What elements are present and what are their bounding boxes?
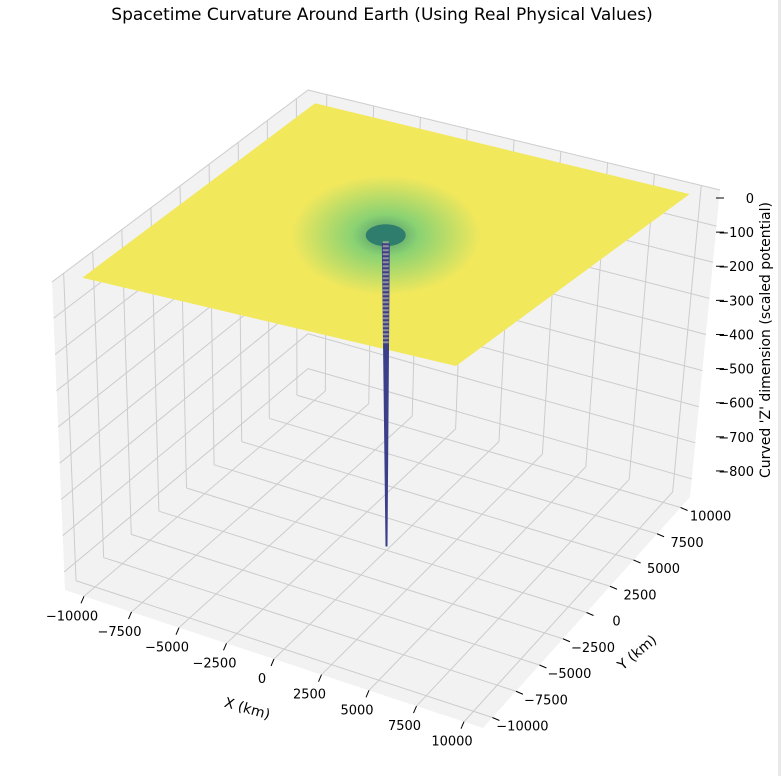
y-tick xyxy=(633,559,641,564)
x-tick xyxy=(80,596,85,604)
z-axis-label: Curved 'Z' dimension (scaled potential) xyxy=(758,202,774,478)
well-rim xyxy=(365,224,406,247)
grid-line xyxy=(307,333,696,444)
x-tick-label: 5000 xyxy=(340,703,373,718)
z-tick-label: −300 xyxy=(718,294,754,309)
y-tick xyxy=(656,533,665,538)
x-tick xyxy=(413,705,417,714)
x-tick xyxy=(128,611,132,620)
y-tick-label: 7500 xyxy=(671,536,704,551)
z-tick-label: −800 xyxy=(718,465,754,480)
x-tick-label: −2500 xyxy=(193,656,237,671)
x-tick xyxy=(460,721,465,729)
x-tick-label: 10000 xyxy=(431,735,472,750)
x-tick-label: −7500 xyxy=(98,625,142,640)
y-tick xyxy=(609,585,618,590)
grid-line xyxy=(62,333,309,537)
grid-line xyxy=(92,251,105,558)
grid-line xyxy=(628,174,655,480)
x-tick-label: 0 xyxy=(258,672,266,687)
x-tick xyxy=(365,690,370,698)
y-tick xyxy=(539,664,547,669)
x-tick-label: −10000 xyxy=(46,609,98,624)
grid-line xyxy=(158,510,564,640)
grid-line xyxy=(75,580,493,718)
grid-line xyxy=(51,89,309,283)
z-tick-label: −100 xyxy=(718,226,754,241)
y-tick xyxy=(492,717,500,721)
z-tick-label: −600 xyxy=(718,397,754,412)
grid-line xyxy=(186,487,587,613)
floor-pane xyxy=(65,386,690,728)
grid-line xyxy=(63,368,309,573)
grid-line xyxy=(60,298,309,500)
x-tick xyxy=(223,643,227,651)
y-tick xyxy=(515,690,524,695)
scrollbar[interactable] xyxy=(778,0,781,776)
grid-line xyxy=(213,464,611,587)
x-tick-label: 7500 xyxy=(388,719,421,734)
grid-line xyxy=(103,557,517,692)
z-tick-label: −400 xyxy=(718,328,754,343)
z-tick-label: −500 xyxy=(718,363,754,378)
y-tick xyxy=(680,507,688,511)
y-tick xyxy=(562,638,571,643)
y-tick xyxy=(586,612,594,616)
grid-line xyxy=(269,417,658,535)
grid-line xyxy=(241,441,634,561)
x-axis-ticks: −10000−7500−5000 −2500 0 2500 5000 7500 10000 xyxy=(46,596,473,750)
y-tick-label: 0 xyxy=(612,615,620,630)
x-tick xyxy=(175,627,180,635)
y-tick-label: 2500 xyxy=(623,588,656,603)
grid-line xyxy=(296,394,681,508)
y-axis-label: Y (km) xyxy=(614,632,660,674)
chart-title: Spacetime Curvature Around Earth (Using … xyxy=(111,5,652,25)
x-tick-label: 2500 xyxy=(293,688,326,703)
surface xyxy=(82,103,690,547)
y-tick-label: 5000 xyxy=(647,562,680,577)
z-tick-label: 0 xyxy=(746,192,754,207)
grid-line xyxy=(672,185,702,493)
y-tick-label: 10000 xyxy=(690,510,731,525)
x-tick xyxy=(318,674,322,682)
y-tick-label: −10000 xyxy=(496,720,548,735)
y-tick-label: −2500 xyxy=(571,641,615,656)
x-axis-label: X (km) xyxy=(222,695,271,723)
z-axis-ticks: 0 −100 −200 −300 −400 −500 −600 −700 −800 xyxy=(716,192,754,480)
y-tick-label: −7500 xyxy=(524,693,568,708)
grid-line xyxy=(131,533,540,666)
grid-line xyxy=(63,273,77,581)
y-tick-label: −5000 xyxy=(547,667,591,682)
x-tick xyxy=(270,658,275,667)
z-tick-label: −200 xyxy=(718,260,754,275)
grid-line xyxy=(307,368,692,480)
z-tick-label: −700 xyxy=(718,431,754,446)
grid-line xyxy=(307,89,721,191)
x-tick-label: −5000 xyxy=(145,641,189,656)
